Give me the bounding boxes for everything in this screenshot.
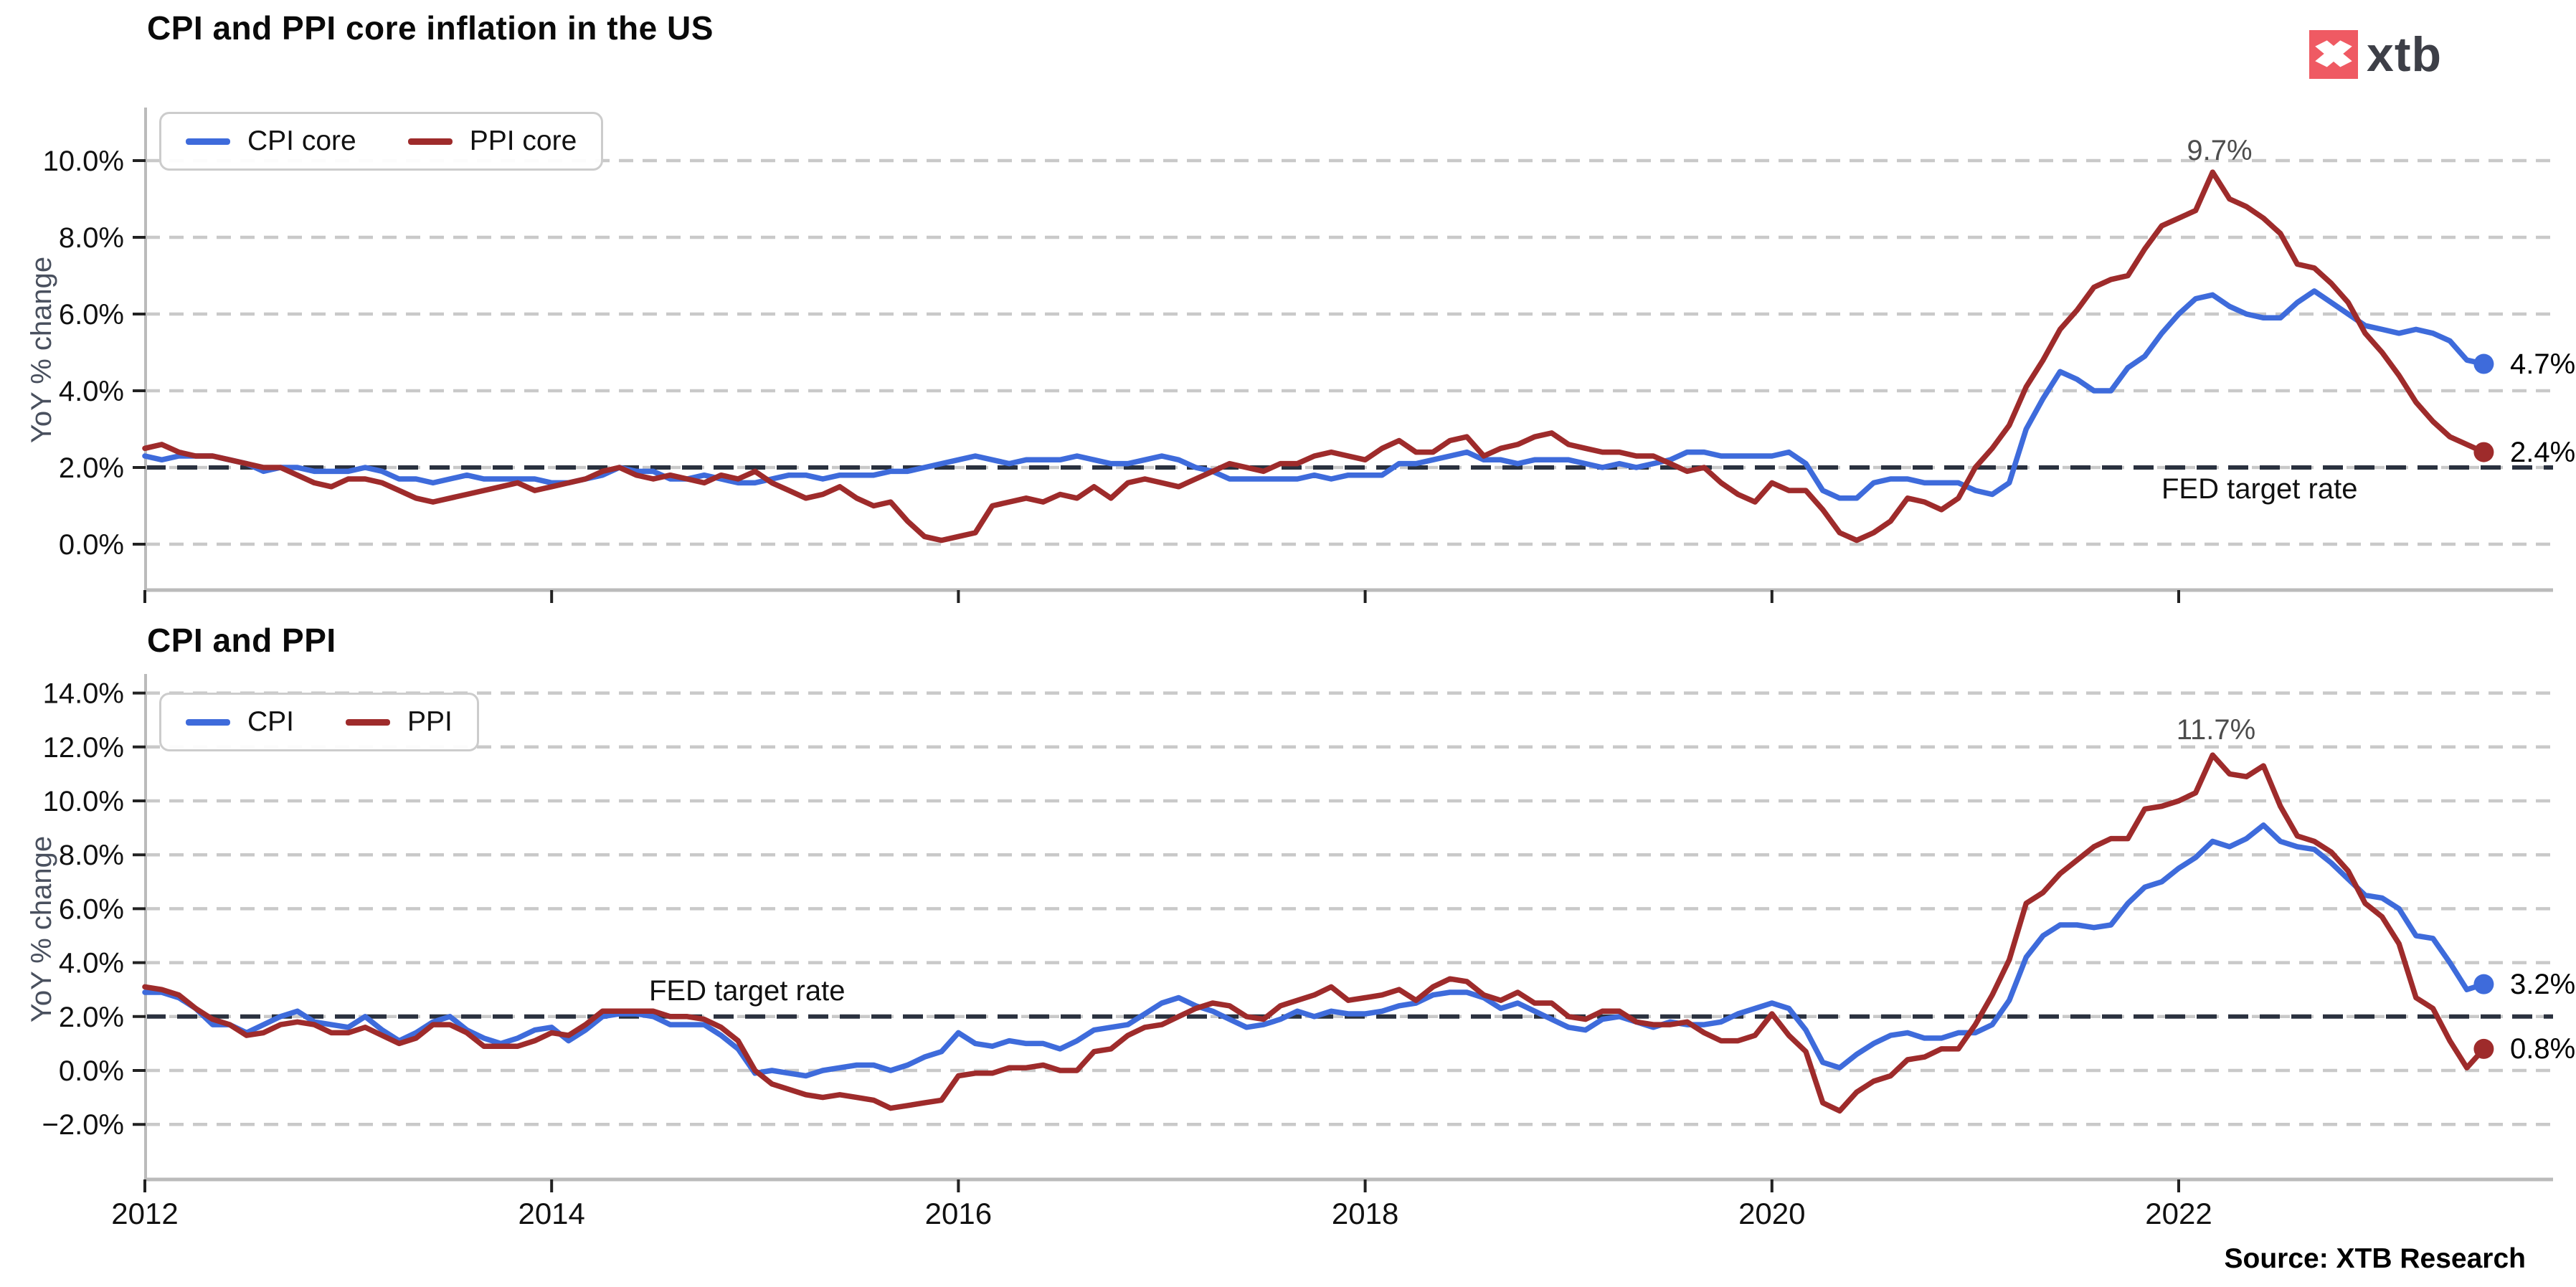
bottom-y-axis-label: YoY % change bbox=[26, 835, 57, 1023]
top-fed-target-label: FED target rate bbox=[2161, 473, 2358, 505]
cpi-end-dot bbox=[2473, 974, 2494, 994]
y-tick-label: 4.0% bbox=[59, 948, 124, 979]
top-y-axis-label: YoY % change bbox=[26, 256, 57, 444]
cpi-end-value: 3.2% bbox=[2510, 969, 2576, 1000]
y-tick-label: 6.0% bbox=[59, 893, 124, 925]
x-tick-label: 2012 bbox=[111, 1197, 178, 1230]
cpi-line bbox=[142, 822, 2487, 1079]
y-tick-label: 10.0% bbox=[43, 146, 124, 177]
y-tick-label: 14.0% bbox=[43, 678, 124, 710]
legend-label: PPI core bbox=[469, 125, 577, 156]
ppi-core-line bbox=[142, 169, 2487, 543]
ppi-swatch-icon bbox=[346, 718, 391, 726]
legend-item-cpi-core: CPI core bbox=[186, 125, 356, 157]
legend-item-cpi: CPI bbox=[186, 706, 294, 738]
x-tick-label: 2022 bbox=[2145, 1197, 2212, 1230]
x-tick-label: 2020 bbox=[1738, 1197, 1805, 1230]
legend-label: CPI core bbox=[247, 125, 356, 156]
x-tick-label: 2016 bbox=[925, 1197, 992, 1230]
legend-label: PPI bbox=[407, 706, 453, 737]
y-tick-label: 2.0% bbox=[59, 1002, 124, 1033]
ppi-core-end-dot bbox=[2473, 442, 2494, 462]
legend-item-ppi-core: PPI core bbox=[407, 125, 577, 157]
ppi-core-swatch-icon bbox=[407, 138, 453, 145]
top-chart-title: CPI and PPI core inflation in the US bbox=[147, 9, 714, 47]
bottom-peak-annotation: 11.7% bbox=[2176, 714, 2256, 746]
legend-item-ppi: PPI bbox=[346, 706, 453, 738]
cpi-core-swatch-icon bbox=[186, 138, 230, 145]
top-peak-annotation: 9.7% bbox=[2187, 135, 2253, 166]
cpi-core-end-value: 4.7% bbox=[2510, 348, 2576, 380]
y-tick-label: 12.0% bbox=[43, 732, 124, 764]
ppi-core-end-value: 2.4% bbox=[2510, 437, 2576, 468]
y-tick-label: 6.0% bbox=[59, 299, 124, 331]
legend-label: CPI bbox=[247, 706, 295, 737]
y-tick-label: −2.0% bbox=[42, 1109, 124, 1141]
cpi-core-end-dot bbox=[2473, 353, 2494, 374]
y-tick-label: 8.0% bbox=[59, 222, 124, 254]
xtb-logo: xtb bbox=[2309, 30, 2442, 79]
x-tick-label: 2018 bbox=[1332, 1197, 1398, 1230]
top-legend: CPI core PPI core bbox=[159, 112, 604, 171]
ppi-end-dot bbox=[2473, 1038, 2494, 1059]
x-tick-label: 2014 bbox=[518, 1197, 584, 1230]
xtb-x-icon bbox=[2309, 30, 2358, 79]
y-tick-label: 10.0% bbox=[43, 786, 124, 817]
y-tick-label: 8.0% bbox=[59, 840, 124, 871]
y-tick-label: 0.0% bbox=[59, 529, 124, 561]
bottom-fed-target-label: FED target rate bbox=[649, 975, 846, 1007]
xtb-x-icon bbox=[2315, 40, 2352, 67]
bottom-legend: CPI PPI bbox=[159, 693, 479, 751]
xtb-logo-text: xtb bbox=[2367, 27, 2442, 82]
ppi-line bbox=[142, 752, 2487, 1114]
y-tick-label: 2.0% bbox=[59, 452, 124, 484]
cpi-swatch-icon bbox=[186, 718, 230, 726]
ppi-end-value: 0.8% bbox=[2510, 1033, 2576, 1065]
source-credit: Source: XTB Research bbox=[2224, 1243, 2527, 1274]
y-tick-label: 0.0% bbox=[59, 1055, 124, 1087]
cpi-core-line bbox=[142, 288, 2487, 501]
y-tick-label: 4.0% bbox=[59, 376, 124, 407]
bottom-chart-title: CPI and PPI bbox=[147, 622, 336, 659]
